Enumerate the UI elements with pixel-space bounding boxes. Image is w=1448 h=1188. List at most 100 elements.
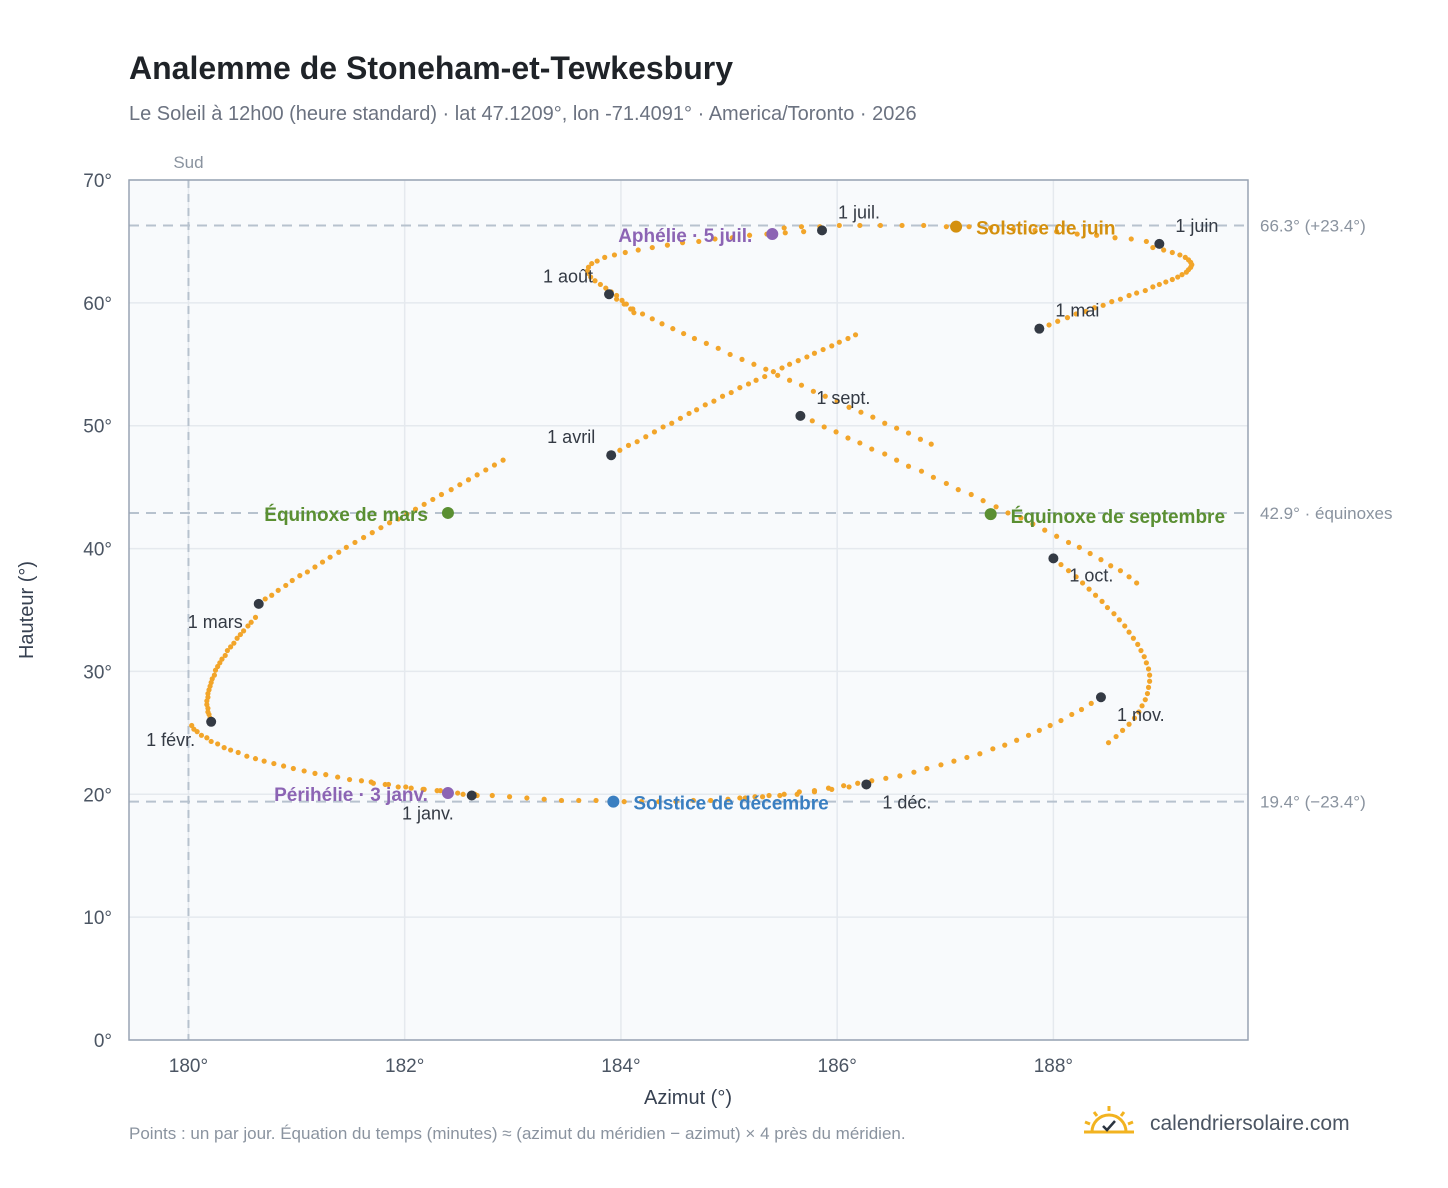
daily-point — [378, 525, 384, 531]
daily-point — [702, 402, 708, 408]
daily-point — [235, 749, 241, 756]
daily-point — [312, 770, 318, 777]
daily-point — [1119, 727, 1126, 734]
daily-point — [810, 388, 816, 394]
daily-point — [820, 346, 826, 353]
daily-point — [222, 652, 228, 659]
daily-point — [421, 501, 427, 507]
daily-point — [1169, 276, 1175, 283]
daily-point — [597, 281, 603, 288]
daily-point — [745, 381, 752, 387]
daily-point — [782, 230, 788, 236]
daily-point — [1144, 690, 1151, 697]
daily-point — [403, 784, 409, 790]
daily-point — [681, 330, 687, 337]
daily-point — [1145, 684, 1152, 691]
daily-point — [234, 635, 240, 641]
daily-point — [283, 582, 289, 589]
month-marker — [206, 716, 217, 727]
daily-point — [457, 482, 463, 488]
daily-point — [1182, 254, 1188, 260]
daily-point — [386, 520, 393, 526]
daily-point — [829, 786, 835, 792]
daily-point — [1005, 510, 1011, 516]
sun-logo-icon — [1082, 1105, 1136, 1144]
daily-point — [290, 765, 296, 772]
daily-point — [836, 222, 842, 229]
daily-point — [728, 389, 734, 396]
daily-point — [751, 361, 757, 367]
daily-point — [603, 285, 609, 291]
brand[interactable]: calendriersolaire.com — [1082, 1104, 1350, 1144]
month-label: 1 nov. — [1117, 705, 1165, 725]
month-label: 1 déc. — [882, 792, 931, 812]
daily-point — [1074, 231, 1080, 237]
daily-point — [335, 774, 341, 780]
daily-point — [231, 640, 237, 646]
daily-point — [811, 350, 818, 356]
daily-point — [593, 797, 599, 804]
daily-point — [883, 775, 889, 781]
daily-point — [894, 457, 900, 463]
daily-point — [252, 614, 259, 620]
daily-point — [346, 776, 353, 783]
daily-point — [1126, 574, 1132, 580]
daily-point — [1135, 641, 1141, 648]
daily-point — [1054, 229, 1060, 235]
daily-point — [966, 224, 972, 230]
month-marker — [606, 450, 617, 461]
daily-point — [448, 487, 454, 493]
daily-point — [1134, 580, 1140, 586]
daily-point — [358, 778, 365, 784]
daily-point — [829, 343, 835, 349]
daily-point — [1143, 660, 1149, 666]
daily-point — [1055, 318, 1061, 324]
daily-point — [834, 398, 840, 404]
daily-point — [690, 797, 696, 804]
y-tick-label: 10° — [83, 908, 112, 929]
page-title: Analemme de Stoneham-et-Tewkesbury — [129, 50, 734, 86]
daily-point — [275, 587, 281, 593]
daily-point — [821, 424, 827, 430]
daily-point — [395, 516, 401, 522]
daily-point — [762, 373, 768, 380]
daily-point — [770, 369, 776, 375]
daily-point — [882, 420, 888, 426]
daily-point — [312, 564, 318, 570]
daily-point — [589, 260, 595, 267]
daily-point — [489, 792, 495, 799]
daily-point — [385, 781, 392, 788]
daily-point — [964, 754, 970, 761]
daily-point — [592, 278, 598, 284]
daily-point — [1175, 274, 1181, 280]
daily-point — [336, 549, 342, 555]
daily-point — [869, 446, 875, 452]
daily-point — [845, 435, 851, 441]
daily-point — [460, 791, 466, 797]
month-label: 1 oct. — [1069, 565, 1113, 585]
daily-point — [1112, 235, 1118, 241]
daily-point — [1088, 700, 1094, 706]
month-marker — [604, 289, 615, 300]
daily-point — [208, 738, 214, 745]
month-label: 1 juil. — [838, 202, 880, 222]
daily-point — [404, 511, 410, 517]
daily-point — [670, 326, 676, 332]
daily-point — [289, 577, 295, 584]
daily-point — [323, 772, 329, 778]
brand-name[interactable]: calendriersolaire.com — [1150, 1112, 1350, 1135]
event-marker — [950, 220, 963, 233]
daily-point — [794, 791, 800, 797]
daily-point — [343, 544, 349, 550]
daily-point — [917, 436, 924, 442]
daily-point — [1150, 244, 1156, 251]
daily-point — [625, 442, 632, 448]
event-label: Solstice de juin — [976, 219, 1115, 240]
daily-point — [1111, 611, 1117, 617]
daily-point — [993, 504, 999, 510]
daily-point — [1064, 315, 1071, 321]
daily-point — [833, 429, 839, 435]
daily-point — [763, 366, 769, 372]
daily-point — [368, 779, 374, 785]
daily-point — [205, 694, 211, 700]
